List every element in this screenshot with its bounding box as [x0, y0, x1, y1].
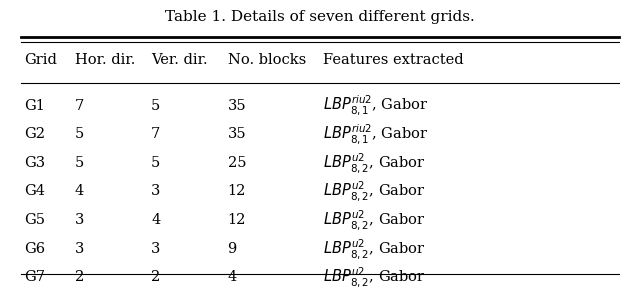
Text: 5: 5: [151, 156, 161, 170]
Text: G1: G1: [24, 99, 45, 113]
Text: 3: 3: [151, 184, 161, 198]
Text: 9: 9: [228, 242, 237, 256]
Text: G2: G2: [24, 127, 45, 141]
Text: $LBP_{8,2}^{u2}$, Gabor: $LBP_{8,2}^{u2}$, Gabor: [323, 208, 426, 232]
Text: G3: G3: [24, 156, 45, 170]
Text: 3: 3: [75, 242, 84, 256]
Text: No. blocks: No. blocks: [228, 53, 306, 67]
Text: Table 1. Details of seven different grids.: Table 1. Details of seven different grid…: [165, 10, 475, 24]
Text: 25: 25: [228, 156, 246, 170]
Text: Ver. dir.: Ver. dir.: [151, 53, 208, 67]
Text: G7: G7: [24, 270, 45, 284]
Text: 5: 5: [151, 99, 161, 113]
Text: G5: G5: [24, 213, 45, 227]
Text: Hor. dir.: Hor. dir.: [75, 53, 135, 67]
Text: 7: 7: [151, 127, 161, 141]
Text: 12: 12: [228, 213, 246, 227]
Text: Grid: Grid: [24, 53, 56, 67]
Text: 4: 4: [75, 184, 84, 198]
Text: $LBP_{8,2}^{u2}$, Gabor: $LBP_{8,2}^{u2}$, Gabor: [323, 265, 426, 289]
Text: $LBP_{8,1}^{riu2}$, Gabor: $LBP_{8,1}^{riu2}$, Gabor: [323, 122, 429, 146]
Text: 5: 5: [75, 127, 84, 141]
Text: 5: 5: [75, 156, 84, 170]
Text: $LBP_{8,2}^{u2}$, Gabor: $LBP_{8,2}^{u2}$, Gabor: [323, 180, 426, 203]
Text: 35: 35: [228, 127, 246, 141]
Text: 4: 4: [151, 213, 161, 227]
Text: G6: G6: [24, 242, 45, 256]
Text: G4: G4: [24, 184, 45, 198]
Text: 3: 3: [75, 213, 84, 227]
Text: 12: 12: [228, 184, 246, 198]
Text: $LBP_{8,2}^{u2}$, Gabor: $LBP_{8,2}^{u2}$, Gabor: [323, 237, 426, 261]
Text: 35: 35: [228, 99, 246, 113]
Text: $LBP_{8,1}^{riu2}$, Gabor: $LBP_{8,1}^{riu2}$, Gabor: [323, 94, 429, 118]
Text: 2: 2: [75, 270, 84, 284]
Text: $LBP_{8,2}^{u2}$, Gabor: $LBP_{8,2}^{u2}$, Gabor: [323, 151, 426, 175]
Text: 7: 7: [75, 99, 84, 113]
Text: 4: 4: [228, 270, 237, 284]
Text: 3: 3: [151, 242, 161, 256]
Text: 2: 2: [151, 270, 161, 284]
Text: Features extracted: Features extracted: [323, 53, 464, 67]
